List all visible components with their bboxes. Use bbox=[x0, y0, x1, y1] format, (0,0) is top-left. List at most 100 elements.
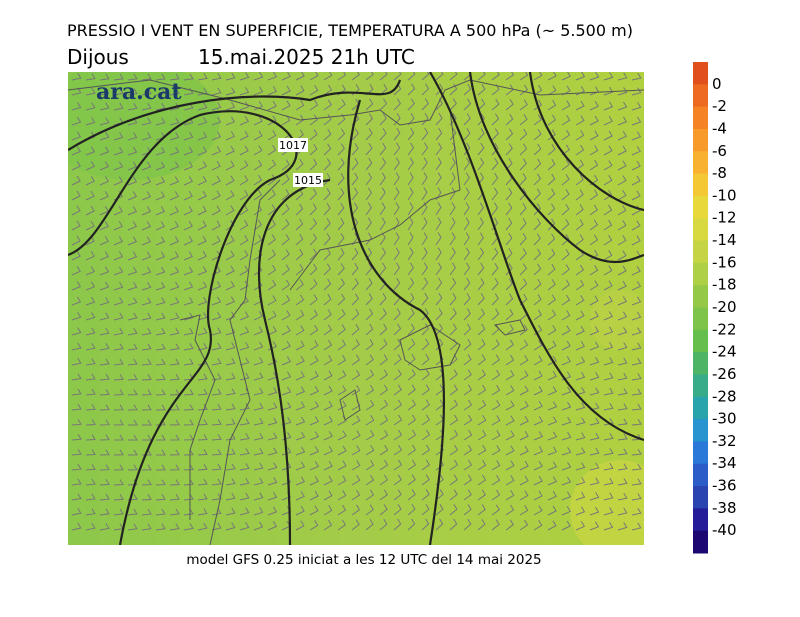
wind-barb bbox=[435, 202, 442, 216]
wind-barb bbox=[575, 174, 584, 186]
wind-barb bbox=[393, 384, 402, 396]
wind-barb bbox=[183, 236, 193, 246]
colorbar-label: -26 bbox=[712, 365, 737, 383]
wind-barb bbox=[85, 493, 96, 501]
wind-barb bbox=[519, 173, 527, 186]
colorbar-segment bbox=[693, 285, 708, 308]
wind-barb bbox=[113, 73, 124, 81]
wind-barb bbox=[435, 83, 444, 96]
wind-barb bbox=[435, 72, 444, 81]
wind-barb bbox=[491, 98, 500, 111]
wind-barb bbox=[561, 203, 570, 216]
wind-barb bbox=[631, 72, 642, 81]
wind-barb bbox=[603, 418, 614, 426]
wind-barb bbox=[197, 478, 208, 486]
wind-barb bbox=[421, 247, 428, 261]
colorbar-segment bbox=[693, 106, 708, 130]
wind-barb bbox=[379, 187, 386, 201]
wind-barb bbox=[225, 463, 236, 471]
wind-barb bbox=[589, 372, 600, 381]
wind-barb bbox=[309, 324, 319, 336]
wind-barb bbox=[575, 325, 585, 336]
wind-barb bbox=[365, 232, 373, 246]
wind-barb bbox=[603, 101, 614, 111]
wind-barb bbox=[141, 297, 152, 306]
wind-barb bbox=[141, 343, 152, 351]
wind-barb bbox=[211, 433, 222, 441]
wind-barb bbox=[267, 234, 276, 246]
colorbar-segment bbox=[693, 530, 708, 554]
wind-barb bbox=[561, 491, 572, 501]
wind-barb bbox=[505, 72, 515, 81]
wind-barb bbox=[267, 86, 278, 96]
wind-barb bbox=[435, 172, 442, 186]
wind-barb bbox=[533, 520, 543, 531]
wind-barb bbox=[267, 279, 277, 291]
wind-barb bbox=[99, 117, 110, 126]
wind-barb bbox=[281, 310, 291, 321]
wind-barb bbox=[141, 251, 152, 261]
wind-barb bbox=[365, 489, 375, 501]
wind-barb bbox=[113, 374, 124, 381]
wind-barb bbox=[211, 388, 222, 396]
wind-barb bbox=[155, 389, 166, 396]
wind-barb bbox=[491, 128, 499, 141]
wind-barb bbox=[99, 266, 110, 276]
wind-barb bbox=[519, 203, 527, 216]
wind-barb bbox=[393, 504, 402, 516]
wind-barb bbox=[141, 266, 152, 276]
wind-barb bbox=[169, 343, 180, 351]
wind-barb bbox=[407, 489, 416, 501]
wind-barb bbox=[281, 356, 292, 366]
wind-barb bbox=[379, 354, 388, 366]
wind-barb bbox=[197, 296, 208, 306]
wind-barb bbox=[253, 402, 264, 411]
wind-barb bbox=[309, 520, 319, 531]
wind-barb bbox=[617, 175, 627, 186]
wind-barb bbox=[491, 474, 501, 486]
wind-barb bbox=[421, 444, 431, 456]
wind-barb bbox=[589, 101, 599, 111]
wind-barb bbox=[71, 72, 82, 81]
wind-barb bbox=[561, 310, 571, 321]
wind-barb bbox=[295, 505, 305, 516]
wind-barb bbox=[477, 232, 484, 246]
wind-barb bbox=[547, 309, 557, 321]
wind-barb bbox=[435, 338, 444, 351]
wind-barb bbox=[435, 232, 442, 246]
wind-barb bbox=[323, 158, 332, 171]
wind-barb bbox=[547, 99, 557, 111]
wind-barb bbox=[519, 263, 528, 276]
wind-barb bbox=[463, 277, 471, 291]
colorbar-segment bbox=[693, 240, 708, 264]
wind-barb bbox=[281, 234, 290, 246]
wind-barb bbox=[323, 415, 333, 426]
isobar-label-box bbox=[278, 138, 308, 152]
wind-barb bbox=[141, 221, 152, 231]
wind-barb bbox=[127, 281, 138, 291]
wind-barb bbox=[435, 292, 443, 306]
wind-barb bbox=[379, 202, 386, 216]
wind-barb bbox=[85, 419, 96, 426]
wind-barb bbox=[421, 98, 429, 111]
wind-barb bbox=[113, 389, 124, 396]
wind-barb bbox=[253, 477, 264, 486]
wind-barb bbox=[239, 311, 250, 321]
wind-barb bbox=[155, 206, 166, 216]
wind-barb bbox=[337, 475, 347, 486]
wind-barb bbox=[449, 308, 457, 321]
wind-barb bbox=[561, 233, 570, 246]
wind-barb bbox=[603, 295, 613, 306]
datetime: 15.mai.2025 21h UTC bbox=[198, 45, 415, 69]
wind-barb bbox=[155, 236, 166, 246]
wind-barb bbox=[99, 358, 110, 366]
wind-barb bbox=[127, 221, 138, 231]
wind-barb bbox=[295, 233, 304, 246]
wind-barb bbox=[533, 72, 543, 81]
wind-barb bbox=[211, 327, 222, 336]
wind-barb bbox=[589, 115, 599, 126]
wind-barb bbox=[169, 373, 180, 381]
wind-barb bbox=[141, 523, 152, 531]
wind-barb bbox=[85, 508, 96, 516]
wind-barb bbox=[589, 341, 600, 351]
